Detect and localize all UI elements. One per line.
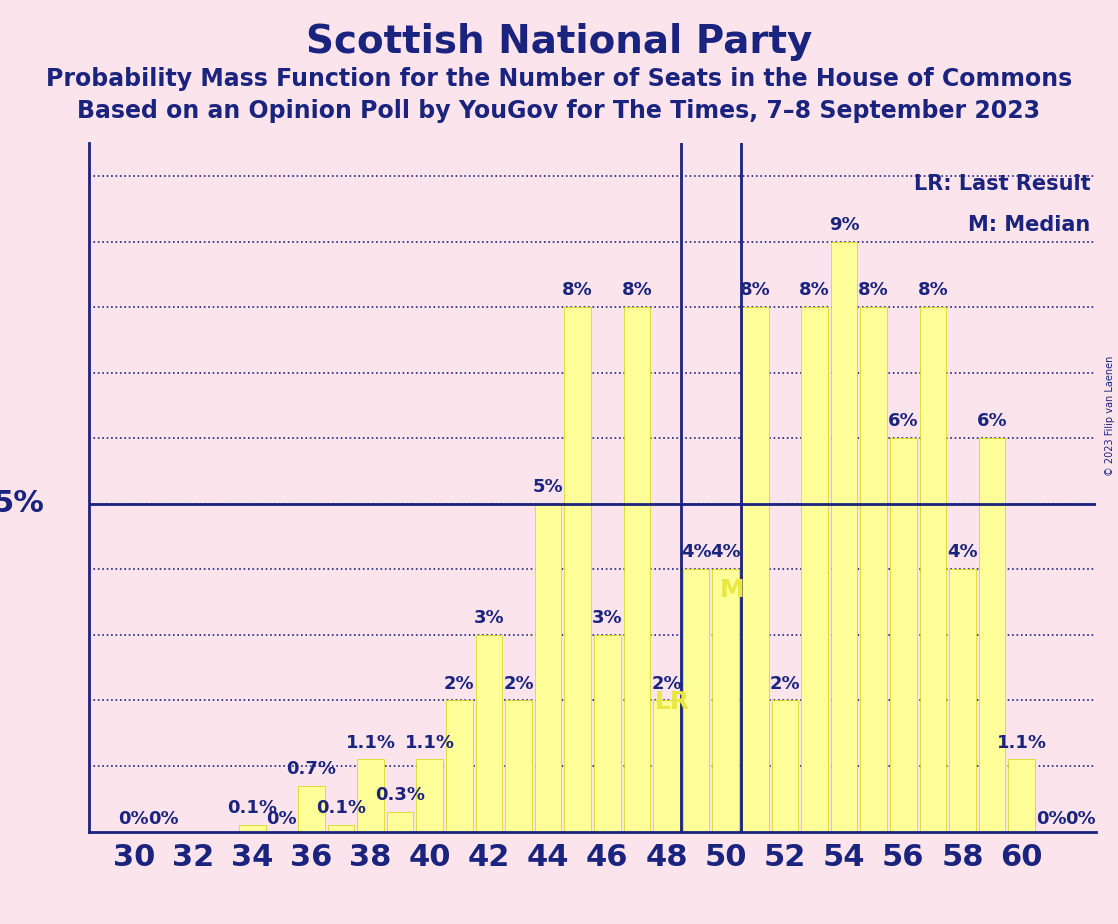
Text: 5%: 5% — [0, 490, 45, 518]
Text: 5%: 5% — [533, 478, 563, 496]
Bar — [742, 307, 768, 832]
Bar — [594, 635, 620, 832]
Text: 0%: 0% — [148, 810, 179, 828]
Text: Scottish National Party: Scottish National Party — [306, 23, 812, 61]
Text: 8%: 8% — [918, 281, 948, 299]
Bar — [831, 241, 858, 832]
Text: 1.1%: 1.1% — [405, 734, 455, 751]
Bar — [683, 569, 710, 832]
Bar — [949, 569, 976, 832]
Text: 6%: 6% — [977, 412, 1007, 431]
Bar — [475, 635, 502, 832]
Text: 8%: 8% — [859, 281, 889, 299]
Bar — [1008, 760, 1035, 832]
Text: 0.1%: 0.1% — [227, 799, 277, 817]
Text: M: Median: M: Median — [968, 215, 1090, 236]
Bar — [358, 760, 383, 832]
Text: 0.3%: 0.3% — [376, 786, 425, 804]
Text: LR: Last Result: LR: Last Result — [915, 175, 1090, 194]
Text: Probability Mass Function for the Number of Seats in the House of Commons: Probability Mass Function for the Number… — [46, 67, 1072, 91]
Bar — [624, 307, 651, 832]
Bar — [446, 700, 473, 832]
Text: 3%: 3% — [474, 609, 504, 627]
Bar — [978, 438, 1005, 832]
Text: 0%: 0% — [266, 810, 297, 828]
Text: 0%: 0% — [1036, 810, 1067, 828]
Bar — [565, 307, 591, 832]
Text: 4%: 4% — [947, 543, 978, 562]
Text: 0%: 0% — [1065, 810, 1096, 828]
Bar — [387, 812, 414, 832]
Text: 8%: 8% — [799, 281, 830, 299]
Bar — [299, 785, 324, 832]
Text: 2%: 2% — [444, 675, 475, 693]
Bar — [712, 569, 739, 832]
Bar — [802, 307, 827, 832]
Text: 2%: 2% — [503, 675, 534, 693]
Text: 0.7%: 0.7% — [286, 760, 337, 778]
Text: LR: LR — [655, 689, 690, 713]
Bar — [861, 307, 887, 832]
Bar — [416, 760, 443, 832]
Bar — [653, 700, 680, 832]
Bar — [505, 700, 532, 832]
Text: 9%: 9% — [828, 215, 860, 234]
Text: M: M — [719, 578, 743, 602]
Text: 1.1%: 1.1% — [345, 734, 396, 751]
Text: 2%: 2% — [769, 675, 800, 693]
Text: 0%: 0% — [119, 810, 149, 828]
Bar — [890, 438, 917, 832]
Text: 2%: 2% — [651, 675, 682, 693]
Bar — [328, 825, 354, 832]
Bar — [919, 307, 946, 832]
Text: 4%: 4% — [681, 543, 711, 562]
Text: 8%: 8% — [740, 281, 770, 299]
Text: 1.1%: 1.1% — [996, 734, 1046, 751]
Text: 6%: 6% — [888, 412, 919, 431]
Text: © 2023 Filip van Laenen: © 2023 Filip van Laenen — [1105, 356, 1115, 476]
Text: 8%: 8% — [562, 281, 594, 299]
Text: 3%: 3% — [593, 609, 623, 627]
Text: Based on an Opinion Poll by YouGov for The Times, 7–8 September 2023: Based on an Opinion Poll by YouGov for T… — [77, 99, 1041, 123]
Bar — [534, 504, 561, 832]
Bar — [771, 700, 798, 832]
Text: 8%: 8% — [622, 281, 652, 299]
Text: 4%: 4% — [710, 543, 741, 562]
Bar — [239, 825, 265, 832]
Text: 0.1%: 0.1% — [316, 799, 366, 817]
